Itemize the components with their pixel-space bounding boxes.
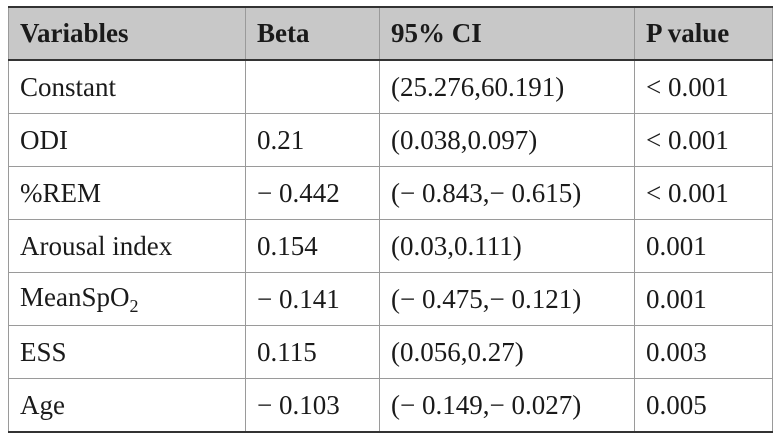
header-variables: Variables [8,6,246,61]
cell-p-value: < 0.001 [634,113,773,167]
cell-variable: Constant [8,59,246,114]
cell-variable: Arousal index [8,219,246,273]
cell-ci: (− 0.843,− 0.615) [379,166,635,220]
cell-p-value: 0.005 [634,378,773,433]
table-row: Arousal index 0.154 (0.03,0.111) 0.001 [8,219,773,273]
cell-ci: (25.276,60.191) [379,59,635,114]
table-row: Constant (25.276,60.191) < 0.001 [8,59,773,114]
regression-table-container: Variables Beta 95% CI P value Constant (… [8,6,773,433]
header-p-value: P value [634,6,773,61]
variable-subscript: 2 [129,295,139,316]
cell-ci: (0.056,0.27) [379,325,635,379]
header-row: Variables Beta 95% CI P value [8,6,773,61]
cell-beta: − 0.442 [245,166,380,220]
cell-variable: %REM [8,166,246,220]
cell-p-value: < 0.001 [634,59,773,114]
cell-variable: Age [8,378,246,433]
cell-beta: − 0.141 [245,272,380,326]
table-row: ESS 0.115 (0.056,0.27) 0.003 [8,325,773,379]
cell-beta [245,59,380,114]
cell-ci: (− 0.149,− 0.027) [379,378,635,433]
cell-ci: (0.03,0.111) [379,219,635,273]
cell-beta: 0.21 [245,113,380,167]
cell-beta: 0.154 [245,219,380,273]
regression-table: Variables Beta 95% CI P value Constant (… [8,6,773,433]
cell-p-value: 0.001 [634,219,773,273]
cell-ci: (0.038,0.097) [379,113,635,167]
cell-p-value: 0.001 [634,272,773,326]
table-header: Variables Beta 95% CI P value [8,6,773,61]
cell-variable: ODI [8,113,246,167]
table-row: Age − 0.103 (− 0.149,− 0.027) 0.005 [8,378,773,433]
cell-beta: − 0.103 [245,378,380,433]
table-row: MeanSpO2 − 0.141 (− 0.475,− 0.121) 0.001 [8,272,773,326]
header-beta: Beta [245,6,380,61]
header-ci: 95% CI [379,6,635,61]
variable-text: MeanSpO [20,281,130,312]
table-row: ODI 0.21 (0.038,0.097) < 0.001 [8,113,773,167]
cell-beta: 0.115 [245,325,380,379]
table-row: %REM − 0.442 (− 0.843,− 0.615) < 0.001 [8,166,773,220]
table-body: Constant (25.276,60.191) < 0.001 ODI 0.2… [8,59,773,433]
cell-p-value: 0.003 [634,325,773,379]
cell-p-value: < 0.001 [634,166,773,220]
cell-variable: MeanSpO2 [8,272,246,326]
cell-ci: (− 0.475,− 0.121) [379,272,635,326]
cell-variable: ESS [8,325,246,379]
